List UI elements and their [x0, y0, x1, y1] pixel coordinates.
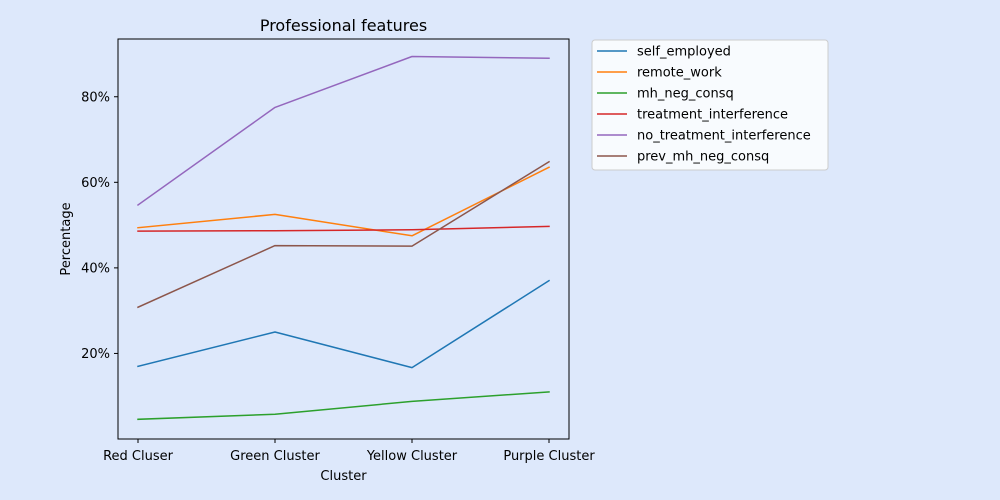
y-tick-label: 40%: [81, 261, 110, 276]
y-axis: 20% 40% 60% 80%: [81, 90, 118, 362]
x-tick-label: Purple Cluster: [503, 449, 595, 464]
x-tick-label: Green Cluster: [230, 449, 320, 464]
x-axis: Red Cluser Green Cluster Yellow Cluster Pur…: [103, 439, 595, 464]
legend-label: prev_mh_neg_consq: [637, 150, 769, 165]
series-line-remote-work: [137, 166, 551, 237]
y-tick-label: 80%: [81, 90, 110, 105]
x-tick-label: Yellow Cluster: [366, 449, 458, 464]
legend: self_employed remote_work mh_neg_consqtrea…: [591, 39, 829, 171]
legend-label: no_treatment_interference: [637, 129, 811, 144]
legend-items: self_employed remote_work mh_neg_consqtrea…: [597, 45, 811, 165]
legend-label: treatment_interference: [637, 108, 788, 123]
series-line-prev-mh-neg-consq: [137, 160, 551, 309]
legend-label: mh_neg_consq: [637, 87, 734, 102]
series-line-no-treatment-interference: [136, 55, 550, 207]
plot-area: [117, 38, 570, 440]
legend-label: self_employed: [637, 45, 731, 60]
series-line-treatment-interference: [137, 225, 550, 232]
legend-label: remote_work: [637, 66, 722, 81]
x-tick-label: Red Cluser: [103, 449, 174, 464]
series-layer: [136, 55, 551, 421]
y-tick-label: 60%: [81, 176, 110, 191]
legend-box: [591, 39, 829, 171]
y-axis-label: Percentage: [59, 202, 74, 275]
chart-title: Professional features: [260, 16, 427, 35]
series-line-mh-neg-consq: [137, 391, 550, 421]
x-axis-label: Cluster: [320, 469, 367, 484]
y-tick-label: 20%: [81, 347, 110, 362]
series-line-self-employed: [137, 279, 551, 369]
